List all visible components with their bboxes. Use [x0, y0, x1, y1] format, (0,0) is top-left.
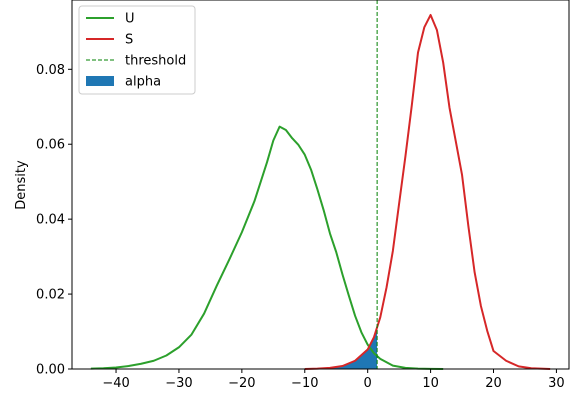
y-axis: 0.00 0.02 0.04 0.06 0.08 [36, 63, 72, 378]
y-tick-label: 0.06 [36, 138, 65, 153]
series-line-s [304, 13, 551, 370]
legend-label-u: U [125, 12, 135, 27]
series-line-u [90, 125, 444, 370]
x-tick-label: −40 [102, 376, 129, 391]
legend-label-threshold: threshold [125, 54, 186, 69]
x-tick-label: −30 [165, 376, 192, 391]
y-tick-label: 0.08 [36, 63, 65, 78]
x-tick-label: −10 [291, 376, 318, 391]
x-tick-label: 20 [485, 376, 502, 391]
x-tick-label: 30 [548, 376, 565, 391]
legend-label-alpha: alpha [125, 75, 161, 90]
y-tick-label: 0.00 [36, 363, 65, 378]
x-tick-label: 10 [422, 376, 439, 391]
y-tick-label: 0.04 [36, 213, 65, 228]
plot-frame [71, 0, 570, 370]
x-tick-label: −20 [228, 376, 255, 391]
legend-box [78, 5, 196, 95]
y-axis-label: Density [14, 160, 29, 210]
legend-label-s: S [125, 33, 133, 48]
x-tick-label: 0 [364, 376, 372, 391]
x-axis: −40 −30 −20 −10 0 10 20 30 [102, 369, 565, 391]
legend-swatch-alpha [86, 76, 114, 86]
y-tick-label: 0.02 [36, 288, 65, 303]
series-lines-layer [90, 13, 551, 370]
